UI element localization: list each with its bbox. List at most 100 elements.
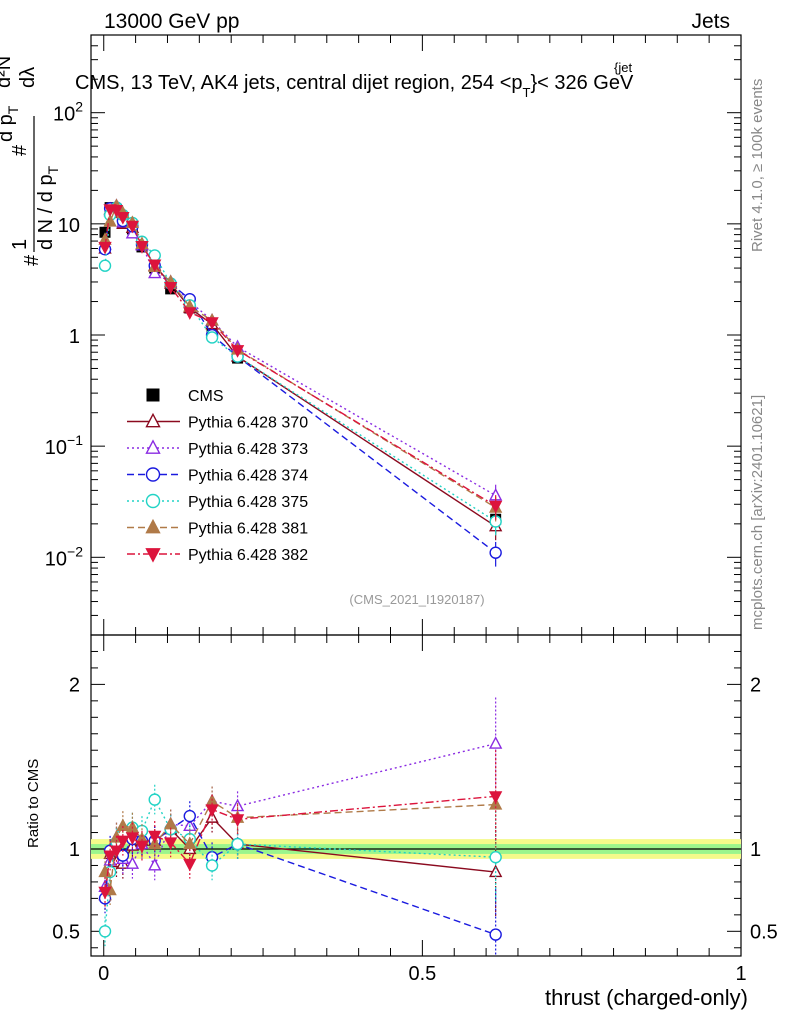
header-left: 13000 GeV pp [104, 10, 239, 33]
bottom-y-tick-label: 1 [69, 839, 80, 861]
ylabel-hash-1: # [21, 254, 43, 266]
ylabel-hash-2: # [9, 144, 31, 156]
top-panel-frame [90, 34, 742, 636]
ratio-point [230, 814, 245, 827]
ratio-point [116, 835, 130, 849]
bottom-y-tick-label: 2 [69, 674, 80, 696]
ratio-pythia-6-428-374 [98, 801, 502, 956]
ratio-point [125, 856, 140, 869]
svg-text:dλ: dλ [17, 67, 39, 88]
ratio-point [135, 840, 149, 854]
series-line [104, 204, 497, 509]
series-pythia-6-428-375 [98, 201, 502, 536]
ratio-point [98, 925, 112, 938]
ratio-point [183, 809, 196, 823]
data-point [230, 345, 245, 358]
top-y-axis-label: # 1 d N / d pT # d pT dλ d²N [0, 56, 61, 266]
ratio-point [205, 859, 219, 872]
data-point [205, 317, 219, 330]
x-axis-label: thrust (charged-only) [545, 985, 748, 1010]
bottom-panel-frame [90, 634, 742, 957]
svg-text:#: # [9, 144, 31, 156]
top-y-tick-label: 1 [69, 326, 80, 348]
data-point [103, 213, 117, 227]
ylabel-dlambda: dλ [17, 67, 39, 88]
legend-marker [145, 548, 161, 563]
ratio-point [109, 845, 124, 859]
legend: CMS Pythia 6.428 370 Pythia 6.428 373 Pythi… [127, 388, 308, 564]
legend-marker [145, 493, 161, 509]
svg-text:d N / d pT: d N / d pT [35, 165, 61, 250]
data-point [98, 259, 112, 272]
x-tick-label: 0.5 [408, 963, 436, 985]
data-point [125, 220, 140, 234]
legend-label: Pythia 6.428 370 [188, 415, 308, 432]
ratio-point [489, 928, 502, 941]
title-sub: T [523, 85, 531, 100]
legend-item: Pythia 6.428 381 [127, 518, 308, 538]
legend-marker [145, 467, 161, 482]
ylabel-dn: d N / d p [35, 174, 57, 250]
bottom-y-axis: 0.5 0.5 1 1 2 2 [52, 634, 778, 949]
title-pt: p [511, 72, 522, 94]
ratio-point [231, 837, 244, 851]
ylabel-dpt: d p [0, 114, 17, 142]
ratio-point [125, 832, 140, 846]
bottom-y-tick-label-right: 1 [750, 839, 761, 861]
legend-label: Pythia 6.428 382 [188, 547, 308, 564]
ratio-point [183, 858, 197, 872]
ratio-pythia-6-428-382 [98, 750, 503, 907]
bottom-y-axis-label: Ratio to CMS [25, 759, 42, 848]
x-axis: 0 0.5 1 [98, 35, 747, 985]
top-y-tick-label: 102 [53, 99, 83, 126]
data-point [205, 331, 219, 344]
ratio-point [488, 791, 503, 804]
mcplots-label: mcplots.cern.ch [arXiv:2401.10621] [749, 395, 766, 630]
legend-item: Pythia 6.428 374 [127, 467, 308, 485]
rivet-label: Rivet 4.1.0, ≥ 100k events [749, 79, 766, 252]
header-right: Jets [691, 10, 730, 33]
title-main: CMS, 13 TeV, AK4 jets, central dijet reg… [75, 72, 511, 94]
data-point [183, 307, 197, 320]
ratio-point [163, 837, 178, 850]
legend-item: Pythia 6.428 382 [127, 547, 308, 564]
top-y-tick-label: 10−1 [45, 432, 83, 459]
top-y-axis: 102 10 1 10−1 10−2 [45, 34, 741, 636]
legend-item: CMS [146, 388, 224, 405]
top-y-tick-label: 10 [58, 215, 80, 237]
x-tick-label: 0 [98, 963, 109, 985]
legend-marker [146, 388, 160, 402]
ratio-point [98, 886, 112, 900]
bottom-y-tick-label-right: 0.5 [750, 921, 778, 943]
svg-text:d pT: d pT [0, 105, 21, 142]
title-superscript: {jet [614, 60, 632, 75]
series-pythia-6-428-373 [98, 198, 503, 510]
ratio-point [148, 830, 162, 844]
ratio-point [163, 816, 178, 830]
data-point [488, 500, 503, 514]
legend-marker [145, 518, 161, 534]
svg-text:1: 1 [9, 239, 31, 250]
ratio-point [205, 804, 219, 818]
bottom-y-tick-label-right: 2 [750, 674, 761, 696]
ylabel-one: 1 [9, 239, 31, 250]
legend-marker [145, 412, 161, 428]
data-point [116, 211, 130, 225]
series-pythia-6-428-382 [98, 204, 503, 520]
data-point [109, 204, 124, 218]
legend-label: Pythia 6.428 375 [188, 494, 308, 511]
data-point [98, 241, 112, 255]
ratio-point [148, 793, 161, 806]
legend-label: Pythia 6.428 381 [188, 521, 308, 538]
data-point [148, 265, 162, 279]
top-y-tick-label: 10−2 [45, 543, 83, 570]
ratio-point [116, 818, 130, 832]
legend-label: CMS [188, 388, 224, 405]
legend-item: Pythia 6.428 370 [127, 412, 308, 432]
ylabel-t1: T [45, 165, 61, 174]
ratio-series-layer [98, 697, 503, 956]
ratio-point [488, 736, 503, 749]
ratio-pythia-6-428-370 [98, 802, 503, 919]
bottom-y-tick-label: 0.5 [52, 921, 80, 943]
